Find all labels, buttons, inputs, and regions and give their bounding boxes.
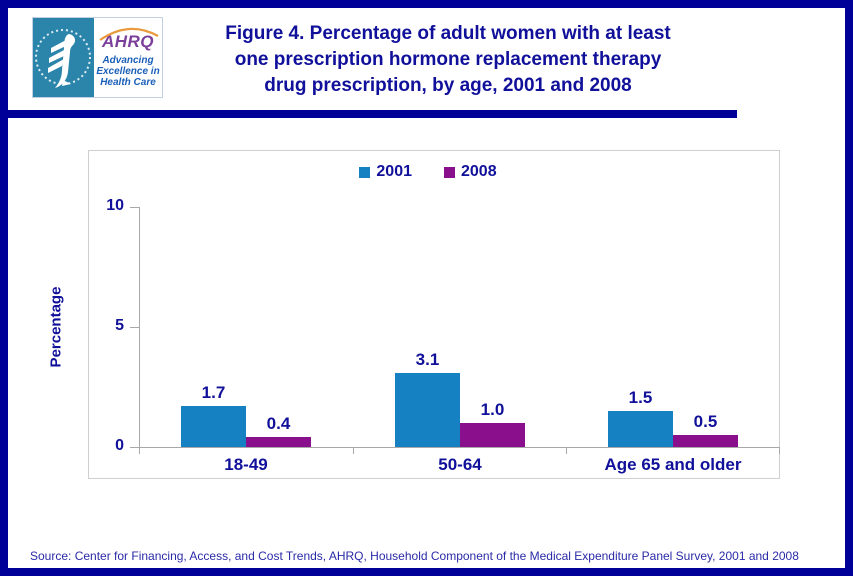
x-tick-mark bbox=[139, 447, 140, 454]
y-tick-mark bbox=[130, 447, 139, 448]
hhs-logo-box bbox=[33, 18, 94, 97]
value-label-2008-18-49: 0.4 bbox=[266, 414, 291, 433]
figure-title: Figure 4. Percentage of adult women with… bbox=[168, 21, 728, 99]
ahrq-logo-box: AHRQ Advancing Excellence in Health Care bbox=[94, 18, 162, 97]
value-label-2001-18-49: 1.7 bbox=[201, 383, 226, 402]
title-line-2: one prescription hormone replacement the… bbox=[234, 49, 662, 70]
chart-legend: 2001 2008 bbox=[90, 163, 766, 181]
y-tick-label: 5 bbox=[115, 317, 124, 334]
hhs-eagle-icon bbox=[35, 29, 91, 88]
title-line-1: Figure 4. Percentage of adult women with… bbox=[225, 23, 671, 44]
tagline-line: Excellence in bbox=[96, 66, 160, 77]
legend-item-2008: 2008 bbox=[444, 163, 497, 181]
bar-2001-50-64 bbox=[395, 373, 460, 447]
y-tick-mark bbox=[130, 327, 139, 328]
x-tick-mark bbox=[779, 447, 780, 454]
title-line-3: drug prescription, by age, 2001 and 2008 bbox=[264, 75, 632, 96]
tagline-line: Advancing bbox=[102, 55, 154, 66]
ahrq-tagline: Advancing Excellence in Health Care bbox=[96, 55, 159, 88]
ahrq-rainbow-arc-icon bbox=[99, 27, 159, 41]
category-label-Age 65 and older: Age 65 and older bbox=[604, 455, 742, 474]
category-label-50-64: 50-64 bbox=[438, 455, 482, 474]
value-label-2001-Age 65 and older: 1.5 bbox=[628, 388, 653, 407]
x-tick-mark bbox=[566, 447, 567, 454]
source-note: Source: Center for Financing, Access, an… bbox=[30, 549, 799, 563]
category-label-18-49: 18-49 bbox=[224, 455, 268, 474]
legend-label: 2008 bbox=[461, 163, 497, 180]
y-tick-label: 0 bbox=[115, 437, 124, 454]
bar-2008-18-49 bbox=[246, 437, 311, 447]
bar-2001-Age 65 and older bbox=[608, 411, 673, 447]
tagline-line: Health Care bbox=[100, 77, 156, 88]
y-axis-line bbox=[139, 207, 140, 447]
header-divider-bar bbox=[8, 110, 737, 118]
legend-swatch-icon bbox=[444, 166, 455, 178]
y-tick-label: 10 bbox=[106, 197, 124, 214]
ahrq-acronym: AHRQ bbox=[101, 32, 155, 51]
plot-area: 0 5 10 1.7 0.4 18-49 3.1 1.0 50-64 1.5 0.5 Age 65 a… bbox=[8, 8, 845, 568]
y-tick-mark bbox=[130, 207, 139, 208]
bar-2008-50-64 bbox=[460, 423, 525, 447]
legend-label: 2001 bbox=[376, 163, 412, 180]
x-axis-line bbox=[139, 447, 780, 448]
legend-swatch-icon bbox=[359, 166, 371, 178]
x-tick-mark bbox=[353, 447, 354, 454]
value-label-2008-50-64: 1.0 bbox=[480, 400, 505, 419]
legend-item-2001: 2001 bbox=[359, 163, 412, 181]
value-label-2008-Age 65 and older: 0.5 bbox=[693, 412, 718, 431]
value-label-2001-50-64: 3.1 bbox=[415, 350, 440, 369]
bar-2001-18-49 bbox=[181, 406, 246, 447]
ahrq-hhs-logo: AHRQ Advancing Excellence in Health Care bbox=[32, 17, 163, 98]
bar-2008-Age 65 and older bbox=[673, 435, 738, 447]
